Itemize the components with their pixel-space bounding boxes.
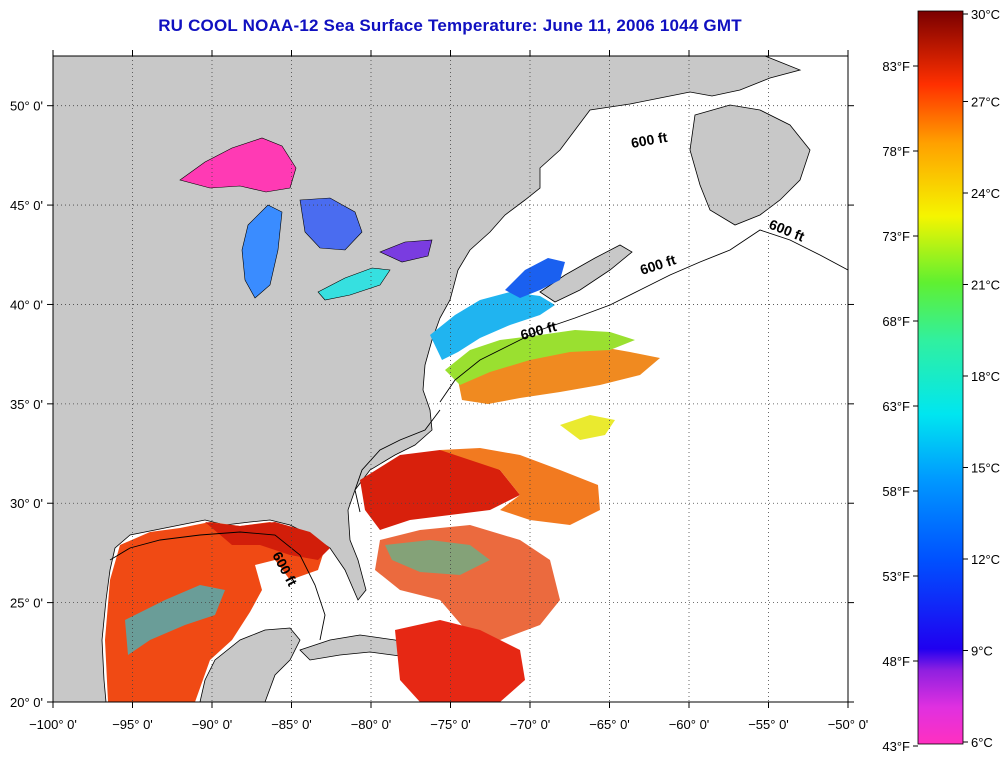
lake-michigan [241,204,283,299]
colorbar-label-celsius: 27°C [971,95,1000,110]
map-title: RU COOL NOAA-12 Sea Surface Temperature:… [158,16,742,35]
sst-shelf-edge-yellow [560,415,615,440]
colorbar-label-fahrenheit: 43°F [882,739,910,754]
lake-erie [317,267,391,301]
colorbar-gradient [917,10,964,745]
lat-tick-label: 20° 0' [10,695,43,710]
lat-tick-label: 45° 0' [10,198,43,213]
lake-ontario [379,239,433,263]
colorbar: 30°C 27°C 24°C 21°C 18°C 15°C 12°C 9°C 6°C 83°F 78… [882,7,1000,754]
sst-gulf-north [205,522,330,560]
landmass-north-america [53,56,802,702]
colorbar-label-fahrenheit: 53°F [882,569,910,584]
colorbar-label-fahrenheit: 68°F [882,314,910,329]
sst-gulf-of-maine [505,258,565,298]
lon-tick-label: −60° 0' [669,717,710,732]
contour-600ft-lines [109,229,849,641]
colorbar-label-celsius: 15°C [971,461,1000,476]
lon-tick-label: −85° 0' [271,717,312,732]
sst-caribbean [395,620,525,702]
sst-bahamas-cool [385,540,490,575]
lon-tick-label: −75° 0' [430,717,471,732]
contour-label: 600 ft [630,129,669,151]
sst-shelf-cool [430,292,555,360]
colorbar-label-celsius: 12°C [971,552,1000,567]
lon-tick-label: −100° 0' [29,717,77,732]
colorbar-label-fahrenheit: 63°F [882,399,910,414]
sst-gulf-cool-streaks [125,585,225,655]
colorbar-label-celsius: 18°C [971,369,1000,384]
lat-tick-label: 40° 0' [10,297,43,312]
lon-tick-label: −95° 0' [112,717,153,732]
colorbar-label-fahrenheit: 73°F [882,229,910,244]
colorbar-label-celsius: 9°C [971,644,993,659]
lat-tick-label: 25° 0' [10,596,43,611]
colorbar-label-celsius: 30°C [971,7,1000,22]
lon-tick-label: −50° 0' [828,717,869,732]
lon-tick-label: −65° 0' [589,717,630,732]
sst-gulf-stream-offshore [440,448,600,525]
colorbar-label-celsius: 6°C [971,735,993,750]
lat-tick-label: 50° 0' [10,99,43,114]
colorbar-label-fahrenheit: 48°F [882,654,910,669]
lon-tick-label: −70° 0' [510,717,551,732]
lake-huron [299,197,363,251]
landmass-nova-scotia [539,244,633,303]
map-frame [52,55,849,703]
colorbar-label-fahrenheit: 83°F [882,59,910,74]
lon-tick-label: −55° 0' [748,717,789,732]
landmass-newfoundland [689,104,811,226]
graticule [53,56,848,702]
colorbar-label-fahrenheit: 78°F [882,144,910,159]
lon-tick-label: −80° 0' [351,717,392,732]
axis-ticks: −100° 0' −95° 0' −90° 0' −85° 0' −80° 0' −75°… [10,50,868,732]
lake-superior [179,137,297,193]
lat-tick-label: 30° 0' [10,496,43,511]
colorbar-label-celsius: 24°C [971,186,1000,201]
landmass-yucatan [199,627,301,702]
lon-tick-label: −90° 0' [192,717,233,732]
colorbar-label-fahrenheit: 58°F [882,484,910,499]
sst-southeast-shelf [360,450,520,530]
sst-mid-atlantic-green [445,330,635,385]
colorbar-label-celsius: 21°C [971,278,1000,293]
lat-tick-label: 35° 0' [10,397,43,412]
